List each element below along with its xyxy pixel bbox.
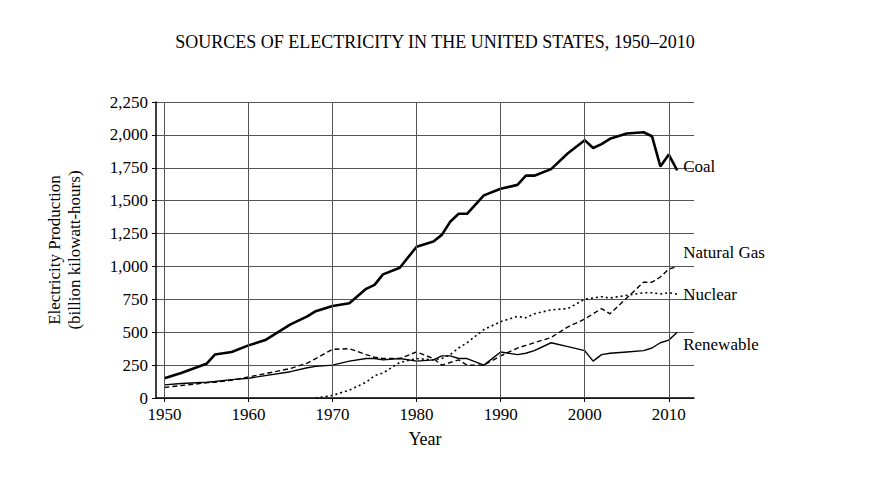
svg-text:1,250: 1,250: [110, 224, 148, 243]
svg-text:Renewable: Renewable: [683, 335, 759, 354]
svg-text:0: 0: [139, 388, 148, 408]
svg-text:(billion kilowatt-hours): (billion kilowatt-hours): [65, 170, 84, 329]
svg-text:Electricity Production: Electricity Production: [45, 175, 64, 325]
svg-text:750: 750: [123, 290, 149, 309]
svg-text:2,000: 2,000: [110, 125, 148, 144]
svg-text:SOURCES OF ELECTRICITY IN THE: SOURCES OF ELECTRICITY IN THE UNITED STA…: [175, 32, 695, 52]
svg-text:250: 250: [123, 356, 149, 375]
svg-text:1960: 1960: [231, 405, 265, 424]
svg-text:Year: Year: [408, 429, 441, 449]
svg-text:500: 500: [123, 323, 149, 342]
svg-text:1,750: 1,750: [110, 158, 148, 177]
svg-text:1950: 1950: [147, 405, 181, 424]
svg-text:1,000: 1,000: [110, 257, 148, 276]
svg-text:2000: 2000: [568, 405, 602, 424]
svg-text:Coal: Coal: [683, 157, 715, 176]
svg-text:Nuclear: Nuclear: [683, 285, 737, 304]
svg-text:1980: 1980: [400, 405, 434, 424]
svg-text:Natural Gas: Natural Gas: [683, 243, 765, 262]
svg-text:2010: 2010: [652, 405, 686, 424]
svg-text:1990: 1990: [484, 405, 518, 424]
svg-text:2,250: 2,250: [110, 93, 148, 112]
svg-text:1970: 1970: [316, 405, 350, 424]
svg-text:1,500: 1,500: [110, 191, 148, 210]
